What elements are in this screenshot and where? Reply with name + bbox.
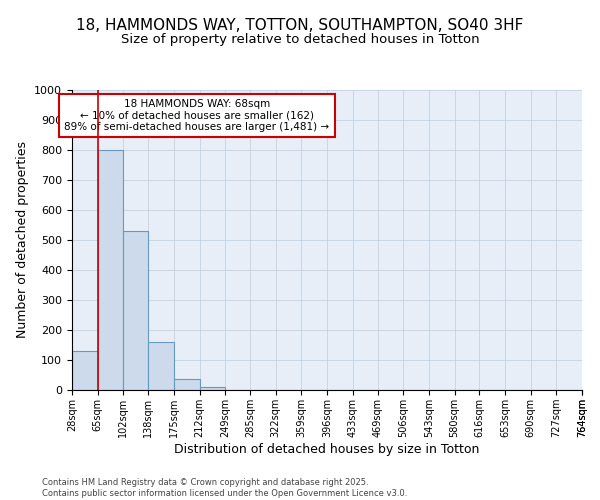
- Text: 18, HAMMONDS WAY, TOTTON, SOUTHAMPTON, SO40 3HF: 18, HAMMONDS WAY, TOTTON, SOUTHAMPTON, S…: [76, 18, 524, 32]
- Bar: [199, 387, 225, 390]
- Bar: [174, 378, 199, 390]
- Bar: [148, 342, 174, 390]
- Text: 18 HAMMONDS WAY: 68sqm
← 10% of detached houses are smaller (162)
89% of semi-de: 18 HAMMONDS WAY: 68sqm ← 10% of detached…: [64, 99, 329, 132]
- Text: Contains HM Land Registry data © Crown copyright and database right 2025.
Contai: Contains HM Land Registry data © Crown c…: [42, 478, 407, 498]
- Bar: [123, 231, 148, 390]
- Y-axis label: Number of detached properties: Number of detached properties: [16, 142, 29, 338]
- X-axis label: Distribution of detached houses by size in Totton: Distribution of detached houses by size …: [175, 442, 479, 456]
- Bar: [72, 351, 98, 390]
- Text: Size of property relative to detached houses in Totton: Size of property relative to detached ho…: [121, 32, 479, 46]
- Bar: [98, 150, 123, 390]
